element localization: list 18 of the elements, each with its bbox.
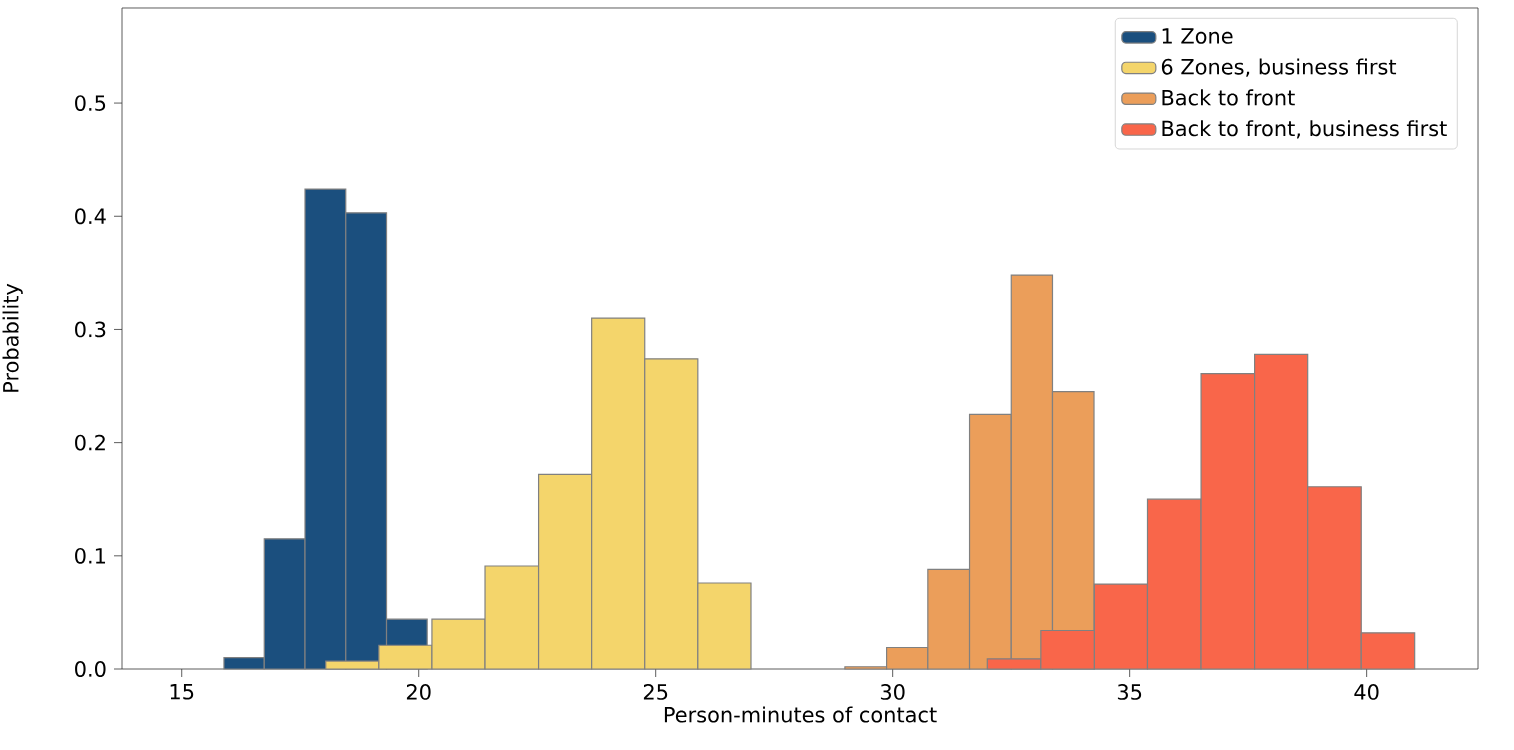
y-tick-label: 0.3 [75,321,106,338]
x-tick-label: 40 [1354,684,1379,700]
x-tick-label: 15 [170,684,194,700]
y-tick-label: 0.5 [75,95,106,111]
legend-label: 6 Zones, business first [1161,58,1397,77]
y-tick-label: 0.0 [75,661,106,677]
y-tick-label: 0.2 [75,434,105,451]
legend-label: Back to front [1162,89,1295,106]
x-tick-label: 30 [880,684,905,700]
y-tick-label: 0.4 [75,208,106,225]
x-tick-label: 20 [406,684,431,700]
y-tick-label: 0.1 [75,547,106,564]
legend-label: 1 Zone [1162,28,1233,44]
x-tick-label: 35 [1117,684,1142,700]
x-tick-label: 25 [643,684,668,700]
legend-label: Back to front, business first [1162,120,1447,139]
y-axis-title: Probability [2,283,23,392]
x-axis-title: Person-minutes of contact [664,706,937,723]
